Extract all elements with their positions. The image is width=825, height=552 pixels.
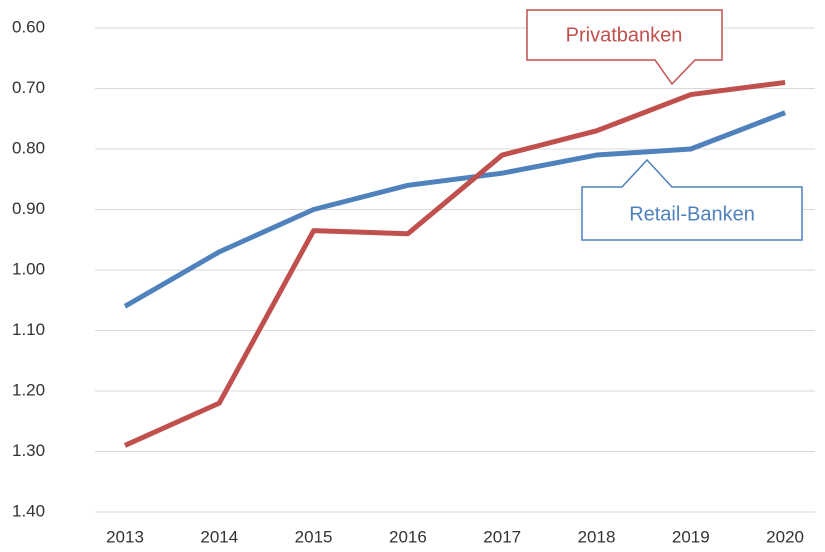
series-line [123,110,786,309]
y-tick-label: 0.60 [12,17,45,36]
x-tick-label: 2014 [200,527,238,546]
x-tick-label: 2020 [766,527,804,546]
callout-label: Privatbanken [566,24,683,46]
y-tick-label: 1.20 [12,380,45,399]
x-tick-label: 2015 [295,527,333,546]
callout-box [581,158,803,241]
y-tick-label: 1.10 [12,320,45,339]
x-tick-label: 2018 [578,527,616,546]
y-tick-label: 1.40 [12,501,45,520]
x-tick-label: 2016 [389,527,427,546]
y-tick-label: 1.00 [12,259,45,278]
x-tick-label: 2019 [672,527,710,546]
y-tick-label: 0.90 [12,199,45,218]
callout-box [526,9,723,86]
callout-label: Retail-Banken [629,203,755,225]
plot-area: 0.60 0.70 0.80 0.90 1.00 1.10 1.20 1.30 1.40 2013… [12,17,815,546]
y-tick-label: 0.70 [12,78,45,97]
y-tick-label: 1.30 [12,441,45,460]
x-tick-label: 2013 [106,527,144,546]
x-tick-label: 2017 [483,527,521,546]
y-tick-label: 0.80 [12,138,45,157]
series-line [123,79,786,448]
